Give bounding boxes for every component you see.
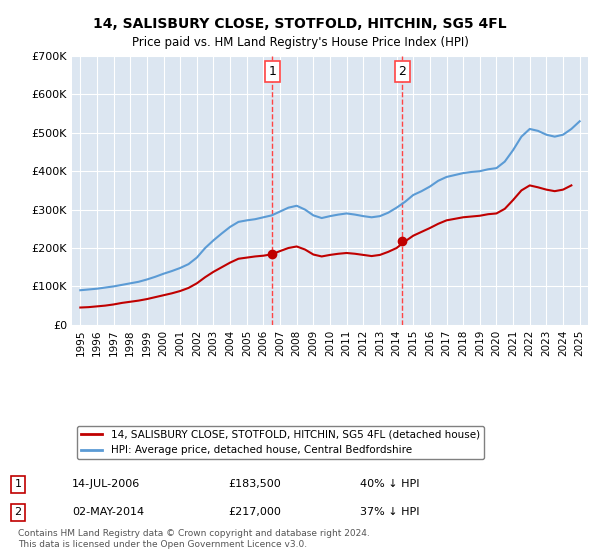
- Text: 14, SALISBURY CLOSE, STOTFOLD, HITCHIN, SG5 4FL: 14, SALISBURY CLOSE, STOTFOLD, HITCHIN, …: [93, 17, 507, 31]
- Text: 1: 1: [14, 479, 22, 489]
- Text: 40% ↓ HPI: 40% ↓ HPI: [360, 479, 419, 489]
- Text: 14-JUL-2006: 14-JUL-2006: [72, 479, 140, 489]
- Text: £217,000: £217,000: [228, 507, 281, 517]
- Text: £183,500: £183,500: [228, 479, 281, 489]
- Text: 1: 1: [268, 65, 277, 78]
- Text: 2: 2: [398, 65, 406, 78]
- Legend: 14, SALISBURY CLOSE, STOTFOLD, HITCHIN, SG5 4FL (detached house), HPI: Average p: 14, SALISBURY CLOSE, STOTFOLD, HITCHIN, …: [77, 426, 484, 459]
- Text: Price paid vs. HM Land Registry's House Price Index (HPI): Price paid vs. HM Land Registry's House …: [131, 36, 469, 49]
- Text: 37% ↓ HPI: 37% ↓ HPI: [360, 507, 419, 517]
- Text: 2: 2: [14, 507, 22, 517]
- Text: 02-MAY-2014: 02-MAY-2014: [72, 507, 144, 517]
- Text: Contains HM Land Registry data © Crown copyright and database right 2024.
This d: Contains HM Land Registry data © Crown c…: [18, 529, 370, 549]
